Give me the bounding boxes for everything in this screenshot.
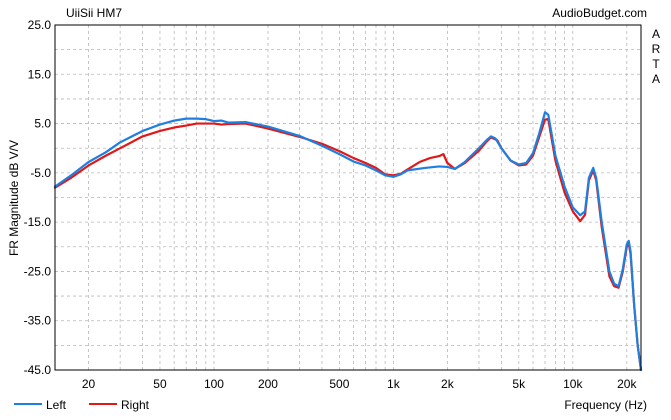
y-tick-label: -25.0 [24,264,52,278]
y-tick-label: 25.0 [28,18,52,32]
side-label-letter: T [652,57,660,71]
y-tick-label: -15.0 [24,215,52,229]
x-tick-label: 1k [387,377,401,391]
x-tick-label: 200 [258,377,278,391]
y-tick-labels: 25.0 15.0 5.0 -5.0 -15.0 -25.0 -35.0 -45.0 [24,18,52,377]
x-tick-label: 10k [563,377,583,391]
series-layer [53,111,643,372]
chart-title: UiiSii HM7 [66,6,122,20]
x-tick-label: 2k [441,377,455,391]
side-label-letter: A [652,27,660,41]
x-tick-labels: 20 50 100 200 500 1k 2k 5k 10k 20k [82,377,638,391]
x-tick-label: 20 [82,377,96,391]
series-line-left [53,111,643,372]
y-tick-label: -5.0 [30,166,51,180]
y-axis-label: FR Magnitude dB V/V [7,140,21,256]
plot-frame [54,24,642,371]
y-tick-label: -45.0 [24,363,52,377]
source-label: AudioBudget.com [552,6,647,20]
x-tick-label: 50 [153,377,167,391]
y-tick-label: 5.0 [34,117,51,131]
x-tick-label: 500 [329,377,349,391]
side-label-letter: A [652,72,660,86]
y-tick-label: -35.0 [24,314,52,328]
x-axis-label: Frequency (Hz) [564,398,647,412]
side-label-letter: R [652,42,661,56]
legend-left-label: Left [46,398,67,412]
y-tick-label: 15.0 [28,67,52,81]
x-tick-label: 20k [617,377,637,391]
x-tick-label: 5k [512,377,526,391]
x-tick-label: 100 [204,377,224,391]
legend-right-label: Right [121,398,150,412]
legend: Left Right [14,398,150,412]
